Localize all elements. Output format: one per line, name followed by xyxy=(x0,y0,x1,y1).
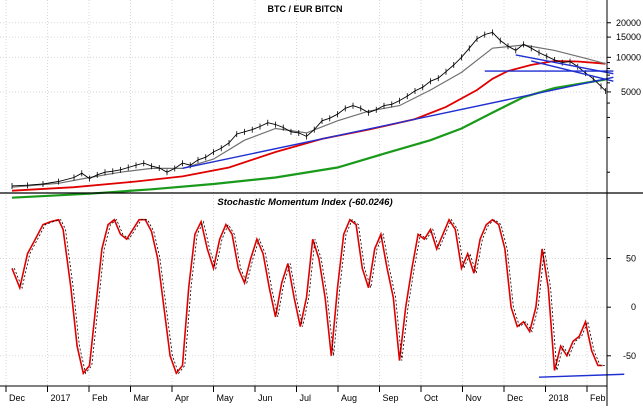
x-tick-label: Oct xyxy=(424,393,439,403)
momentum-chart-title: Stochastic Momentum Index (-60.0246) xyxy=(217,197,392,208)
sma-long-line xyxy=(11,78,606,199)
x-tick-label: Sep xyxy=(383,393,399,403)
x-tick-label: Aug xyxy=(341,393,357,403)
price-chart-title: BTC / EUR BITCN xyxy=(268,4,343,14)
x-tick-label: Dec xyxy=(9,393,26,403)
x-tick-label: Feb xyxy=(92,393,108,403)
x-tick-label: Apr xyxy=(175,393,189,403)
x-tick-label: 2018 xyxy=(549,393,569,403)
x-tick-label: Nov xyxy=(466,393,483,403)
smi-line xyxy=(11,217,603,376)
smi-y-tick-label: -50 xyxy=(623,351,636,361)
x-tick-label: 2017 xyxy=(51,393,71,403)
smi-signal-line xyxy=(13,218,605,375)
x-tick-label: Mar xyxy=(134,393,150,403)
smi-trendline xyxy=(538,373,625,378)
x-tick-label: Jun xyxy=(258,393,273,403)
x-tick-label: Dec xyxy=(507,393,524,403)
smi-y-tick-label: 0 xyxy=(631,302,636,312)
sma-short-line xyxy=(11,44,606,188)
price-y-tick-label: 15000 xyxy=(616,32,641,42)
price-line xyxy=(11,31,606,187)
smi-y-tick-label: 50 xyxy=(626,254,636,264)
price-y-tick-label: 20000 xyxy=(616,18,641,28)
x-tick-label: May xyxy=(217,393,235,403)
x-tick-label: Feb xyxy=(590,393,606,403)
price-y-tick-label: 10000 xyxy=(616,52,641,62)
price-y-tick-label: 5000 xyxy=(621,87,641,97)
x-tick-label: Jul xyxy=(300,393,312,403)
price-trendline xyxy=(182,76,614,170)
